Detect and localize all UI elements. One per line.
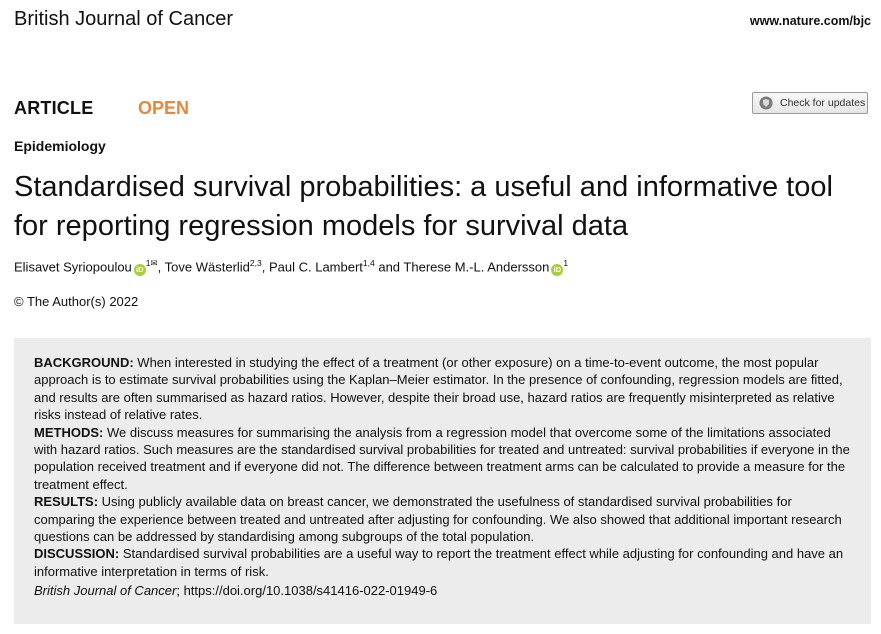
check-updates-icon: [759, 96, 773, 110]
author-name[interactable]: Tove Wästerlid: [164, 259, 250, 275]
orcid-icon[interactable]: iD: [551, 264, 564, 277]
copyright-notice: © The Author(s) 2022: [14, 294, 139, 309]
open-access-label: OPEN: [138, 98, 190, 118]
subject-section-label: Epidemiology: [14, 138, 106, 154]
author-name[interactable]: Paul C. Lambert: [268, 259, 363, 275]
methods-text: We discuss measures for summarising the …: [34, 424, 850, 492]
check-updates-label: Check for updates: [780, 97, 866, 109]
background-text: When interested in studying the effect o…: [34, 355, 843, 423]
results-heading: RESULTS:: [34, 494, 99, 510]
author-affiliation: 1: [563, 258, 569, 268]
author-affiliation: 2,3: [249, 258, 262, 268]
journal-url-link[interactable]: www.nature.com/bjc: [749, 14, 871, 28]
author-separator: ,: [157, 259, 165, 275]
results-text: Using publicly available data on breast …: [34, 494, 842, 545]
citation-journal: British Journal of Cancer: [34, 583, 177, 599]
citation-doi-link[interactable]: ; https://doi.org/10.1038/s41416-022-019…: [176, 583, 438, 599]
citation-line: British Journal of Cancer; https://doi.o…: [34, 582, 851, 599]
author-name[interactable]: Elisavet Syriopoulou: [14, 259, 132, 275]
background-heading: BACKGROUND:: [34, 355, 134, 370]
abstract-methods: METHODS: We discuss measures for summari…: [34, 424, 851, 494]
methods-heading: METHODS:: [34, 424, 104, 440]
orcid-icon[interactable]: iD: [133, 264, 146, 277]
abstract-background: BACKGROUND: When interested in studying …: [34, 354, 851, 424]
abstract-discussion: DISCUSSION: Standardised survival probab…: [34, 545, 851, 580]
abstract-results: RESULTS: Using publicly available data o…: [34, 493, 851, 545]
article-type-label: ARTICLE: [14, 98, 94, 118]
email-icon[interactable]: ✉: [150, 258, 158, 268]
author-separator: and: [374, 259, 404, 275]
discussion-heading: DISCUSSION:: [34, 546, 120, 562]
article-title: Standardised survival probabilities: a u…: [14, 171, 833, 242]
author-name[interactable]: Therese M.-L. Andersson: [403, 259, 550, 275]
journal-name: British Journal of Cancer: [14, 8, 233, 30]
author-affiliation: 1,4: [362, 258, 375, 268]
author-affiliation: 1: [145, 258, 151, 268]
abstract-box: BACKGROUND: When interested in studying …: [14, 338, 871, 624]
check-for-updates-button[interactable]: Check for updates: [752, 92, 868, 114]
discussion-text: Standardised survival probabilities are …: [34, 546, 844, 579]
author-list: Elisavet Syriopoulou iD1✉, Tove Wästerlid…: [14, 258, 569, 277]
author-separator: ,: [261, 259, 269, 275]
